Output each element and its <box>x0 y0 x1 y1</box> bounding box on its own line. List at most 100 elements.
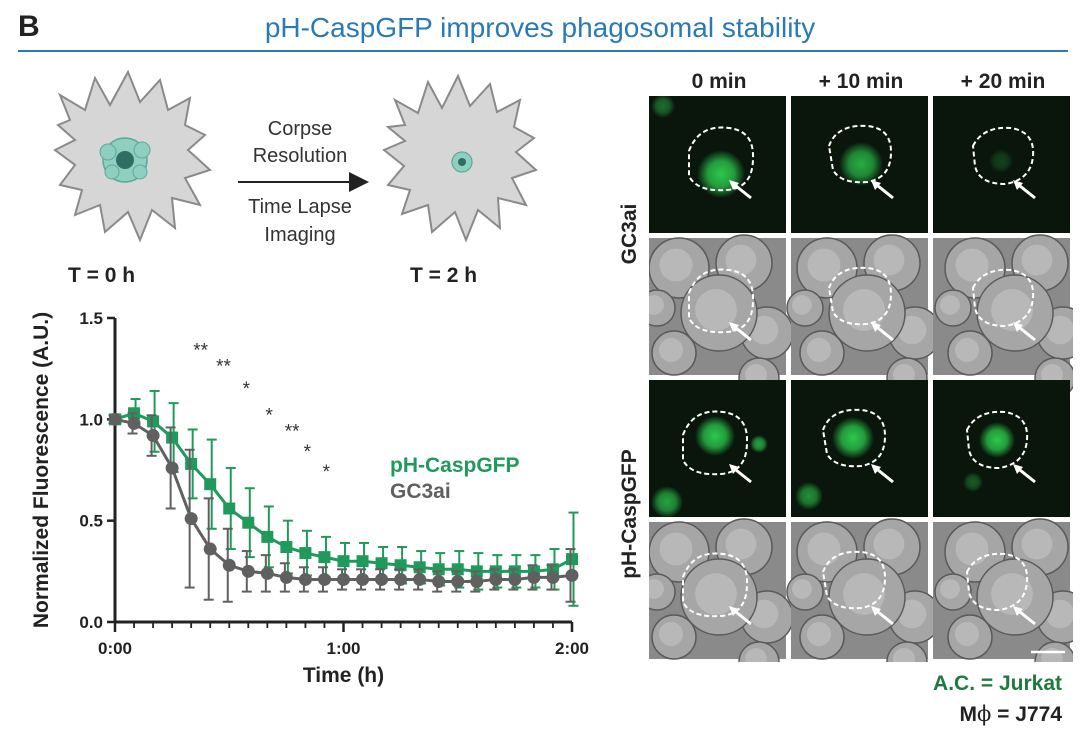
data-point <box>394 559 407 572</box>
significance-marker: ** <box>216 357 231 378</box>
data-point <box>223 502 236 515</box>
pointer-arrowhead <box>1013 322 1023 332</box>
y-axis-title: Normalized Fluorescence (A.U.) <box>30 312 53 628</box>
data-point <box>546 570 560 584</box>
phi-symbol: ϕ <box>977 702 992 726</box>
phagosome-outline <box>827 266 893 326</box>
arrow-label-bottom-1: Time Lapse <box>248 196 352 218</box>
y-tick-label: 0.5 <box>79 512 103 531</box>
microscopy-tile <box>791 380 928 517</box>
data-point <box>356 572 370 586</box>
data-point <box>432 563 445 576</box>
x-axis-title: Time (h) <box>303 664 384 687</box>
data-point <box>432 574 446 588</box>
cell-highlight <box>1045 315 1073 345</box>
significance-marker: * <box>243 379 251 400</box>
phagosome-outline <box>688 268 755 334</box>
time-label-t2: T = 2 h <box>410 264 478 287</box>
cell-highlight <box>893 648 915 662</box>
cell-highlight <box>725 528 757 560</box>
cell-highlight <box>806 621 832 647</box>
pointer-arrowhead <box>871 606 881 616</box>
pointer-arrowhead <box>729 180 739 190</box>
data-point <box>166 431 179 444</box>
arrow-label-bottom-2: Imaging <box>264 224 336 246</box>
microscopy-tile <box>649 380 786 518</box>
macrophage-label-prefix: M <box>959 703 978 726</box>
phagosome-outline <box>965 552 1029 612</box>
title-divider <box>18 50 1068 52</box>
cell-highlight <box>649 579 664 599</box>
series-line <box>114 411 573 573</box>
phagosome-outline <box>682 410 749 476</box>
cell-highlight <box>955 532 989 566</box>
cell-highlight <box>843 289 885 331</box>
cell-highlight <box>749 599 779 629</box>
significance-marker: * <box>266 405 274 426</box>
fluorescent-signal <box>795 482 823 510</box>
microscopy-tile <box>649 518 794 662</box>
significance-marker: * <box>304 442 312 463</box>
phagosome-outline <box>821 408 887 468</box>
cell-highlight <box>658 621 684 647</box>
microscopy-tile <box>649 234 794 399</box>
legend-label: GC3ai <box>390 480 451 503</box>
cell-highlight <box>1045 599 1073 629</box>
arrow-label-top-2: Resolution <box>252 145 348 167</box>
phagosome-outline <box>971 126 1035 186</box>
cell-highlight <box>745 648 767 662</box>
data-point <box>280 541 293 554</box>
pointer-arrowhead <box>871 180 881 190</box>
microscopy-tile <box>933 380 1070 517</box>
cell-highlight <box>873 244 905 276</box>
data-point <box>241 564 255 578</box>
significance-marker: * <box>323 462 331 483</box>
microscopy-tile <box>933 96 1070 233</box>
cell-highlight <box>955 248 989 282</box>
engulfed-corpse-t0 <box>99 137 151 183</box>
fluorescent-signal <box>651 96 675 118</box>
cell-highlight <box>695 573 737 615</box>
time-label-t0: T = 0 h <box>68 264 136 287</box>
microscopy-tile <box>933 518 1073 662</box>
row-label-gc3ai: GC3ai <box>618 203 641 265</box>
cell-highlight <box>806 337 832 363</box>
microscopy-tile <box>791 96 928 233</box>
data-point <box>242 516 255 529</box>
data-point <box>508 572 522 586</box>
cell-highlight <box>725 244 757 276</box>
data-point <box>203 542 217 556</box>
microscopy-tile <box>786 518 942 662</box>
data-point <box>279 570 293 584</box>
x-tick-label: 0:00 <box>98 639 132 658</box>
legend-label: pH-CaspGFP <box>390 454 520 477</box>
phagosome-outline <box>821 550 887 610</box>
cell-highlight <box>659 532 693 566</box>
fluorescent-signal <box>839 142 883 186</box>
pointer-arrowhead <box>729 322 739 332</box>
data-point <box>527 570 541 584</box>
data-point <box>356 555 369 568</box>
data-point <box>451 563 464 576</box>
data-point <box>299 547 312 560</box>
pointer-arrowhead <box>871 322 881 332</box>
data-point <box>108 412 122 426</box>
cell-highlight <box>954 337 980 363</box>
phagosome-outline <box>827 124 893 184</box>
cell-highlight <box>807 532 841 566</box>
data-point <box>565 568 579 582</box>
cell-highlight <box>843 573 885 615</box>
arrow-label-top-1: Corpse <box>267 118 333 140</box>
cell-highlight <box>940 295 960 315</box>
data-point <box>413 572 427 586</box>
data-point <box>260 566 274 580</box>
fluorescent-signal <box>979 422 1015 458</box>
cell-highlight <box>897 315 927 345</box>
microscopy-tile <box>786 234 942 399</box>
engulfed-corpse-t2 <box>451 151 473 173</box>
fluorescent-signal <box>963 472 983 492</box>
pointer-arrowhead <box>871 464 881 474</box>
macrophage-label: Mϕ = J774 <box>960 702 1062 727</box>
fluorescent-signal <box>651 486 683 518</box>
fluorescent-signal <box>989 149 1013 173</box>
